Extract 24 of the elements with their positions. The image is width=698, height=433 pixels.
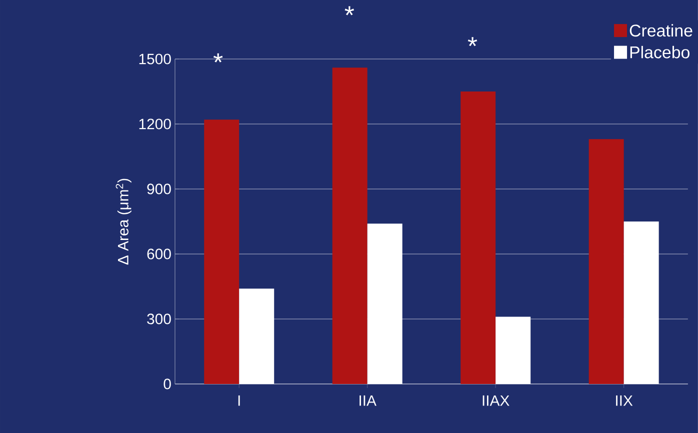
bar: [496, 316, 531, 384]
annotation: *: [213, 53, 223, 62]
bar: [588, 139, 624, 384]
y-tick-label: 1200: [139, 118, 171, 130]
legend-label: Placebo: [630, 46, 690, 58]
y-tick-label: 300: [147, 314, 171, 324]
bar: [624, 221, 659, 384]
x-tick-label: I: [238, 395, 240, 406]
y-tick-label: 1500: [139, 54, 171, 64]
y-tick-label: 600: [147, 248, 171, 260]
y-axis-title: Δ Area (μm$^{2}$): [116, 178, 132, 265]
text: *: [344, 6, 354, 16]
y-tick-label: 900: [147, 184, 171, 194]
bar: [367, 224, 402, 384]
bar: [239, 288, 274, 384]
x-tick-label: IIAX: [482, 395, 510, 406]
x-tick-label: IIX: [616, 395, 633, 406]
legend-label: Creatine: [630, 24, 692, 37]
x-tick-label: IIA: [360, 395, 376, 406]
bar: [204, 120, 240, 384]
bar: [460, 92, 496, 384]
bar: [332, 68, 368, 384]
y-tick-label: 0: [164, 378, 171, 390]
text: *: [468, 37, 478, 46]
